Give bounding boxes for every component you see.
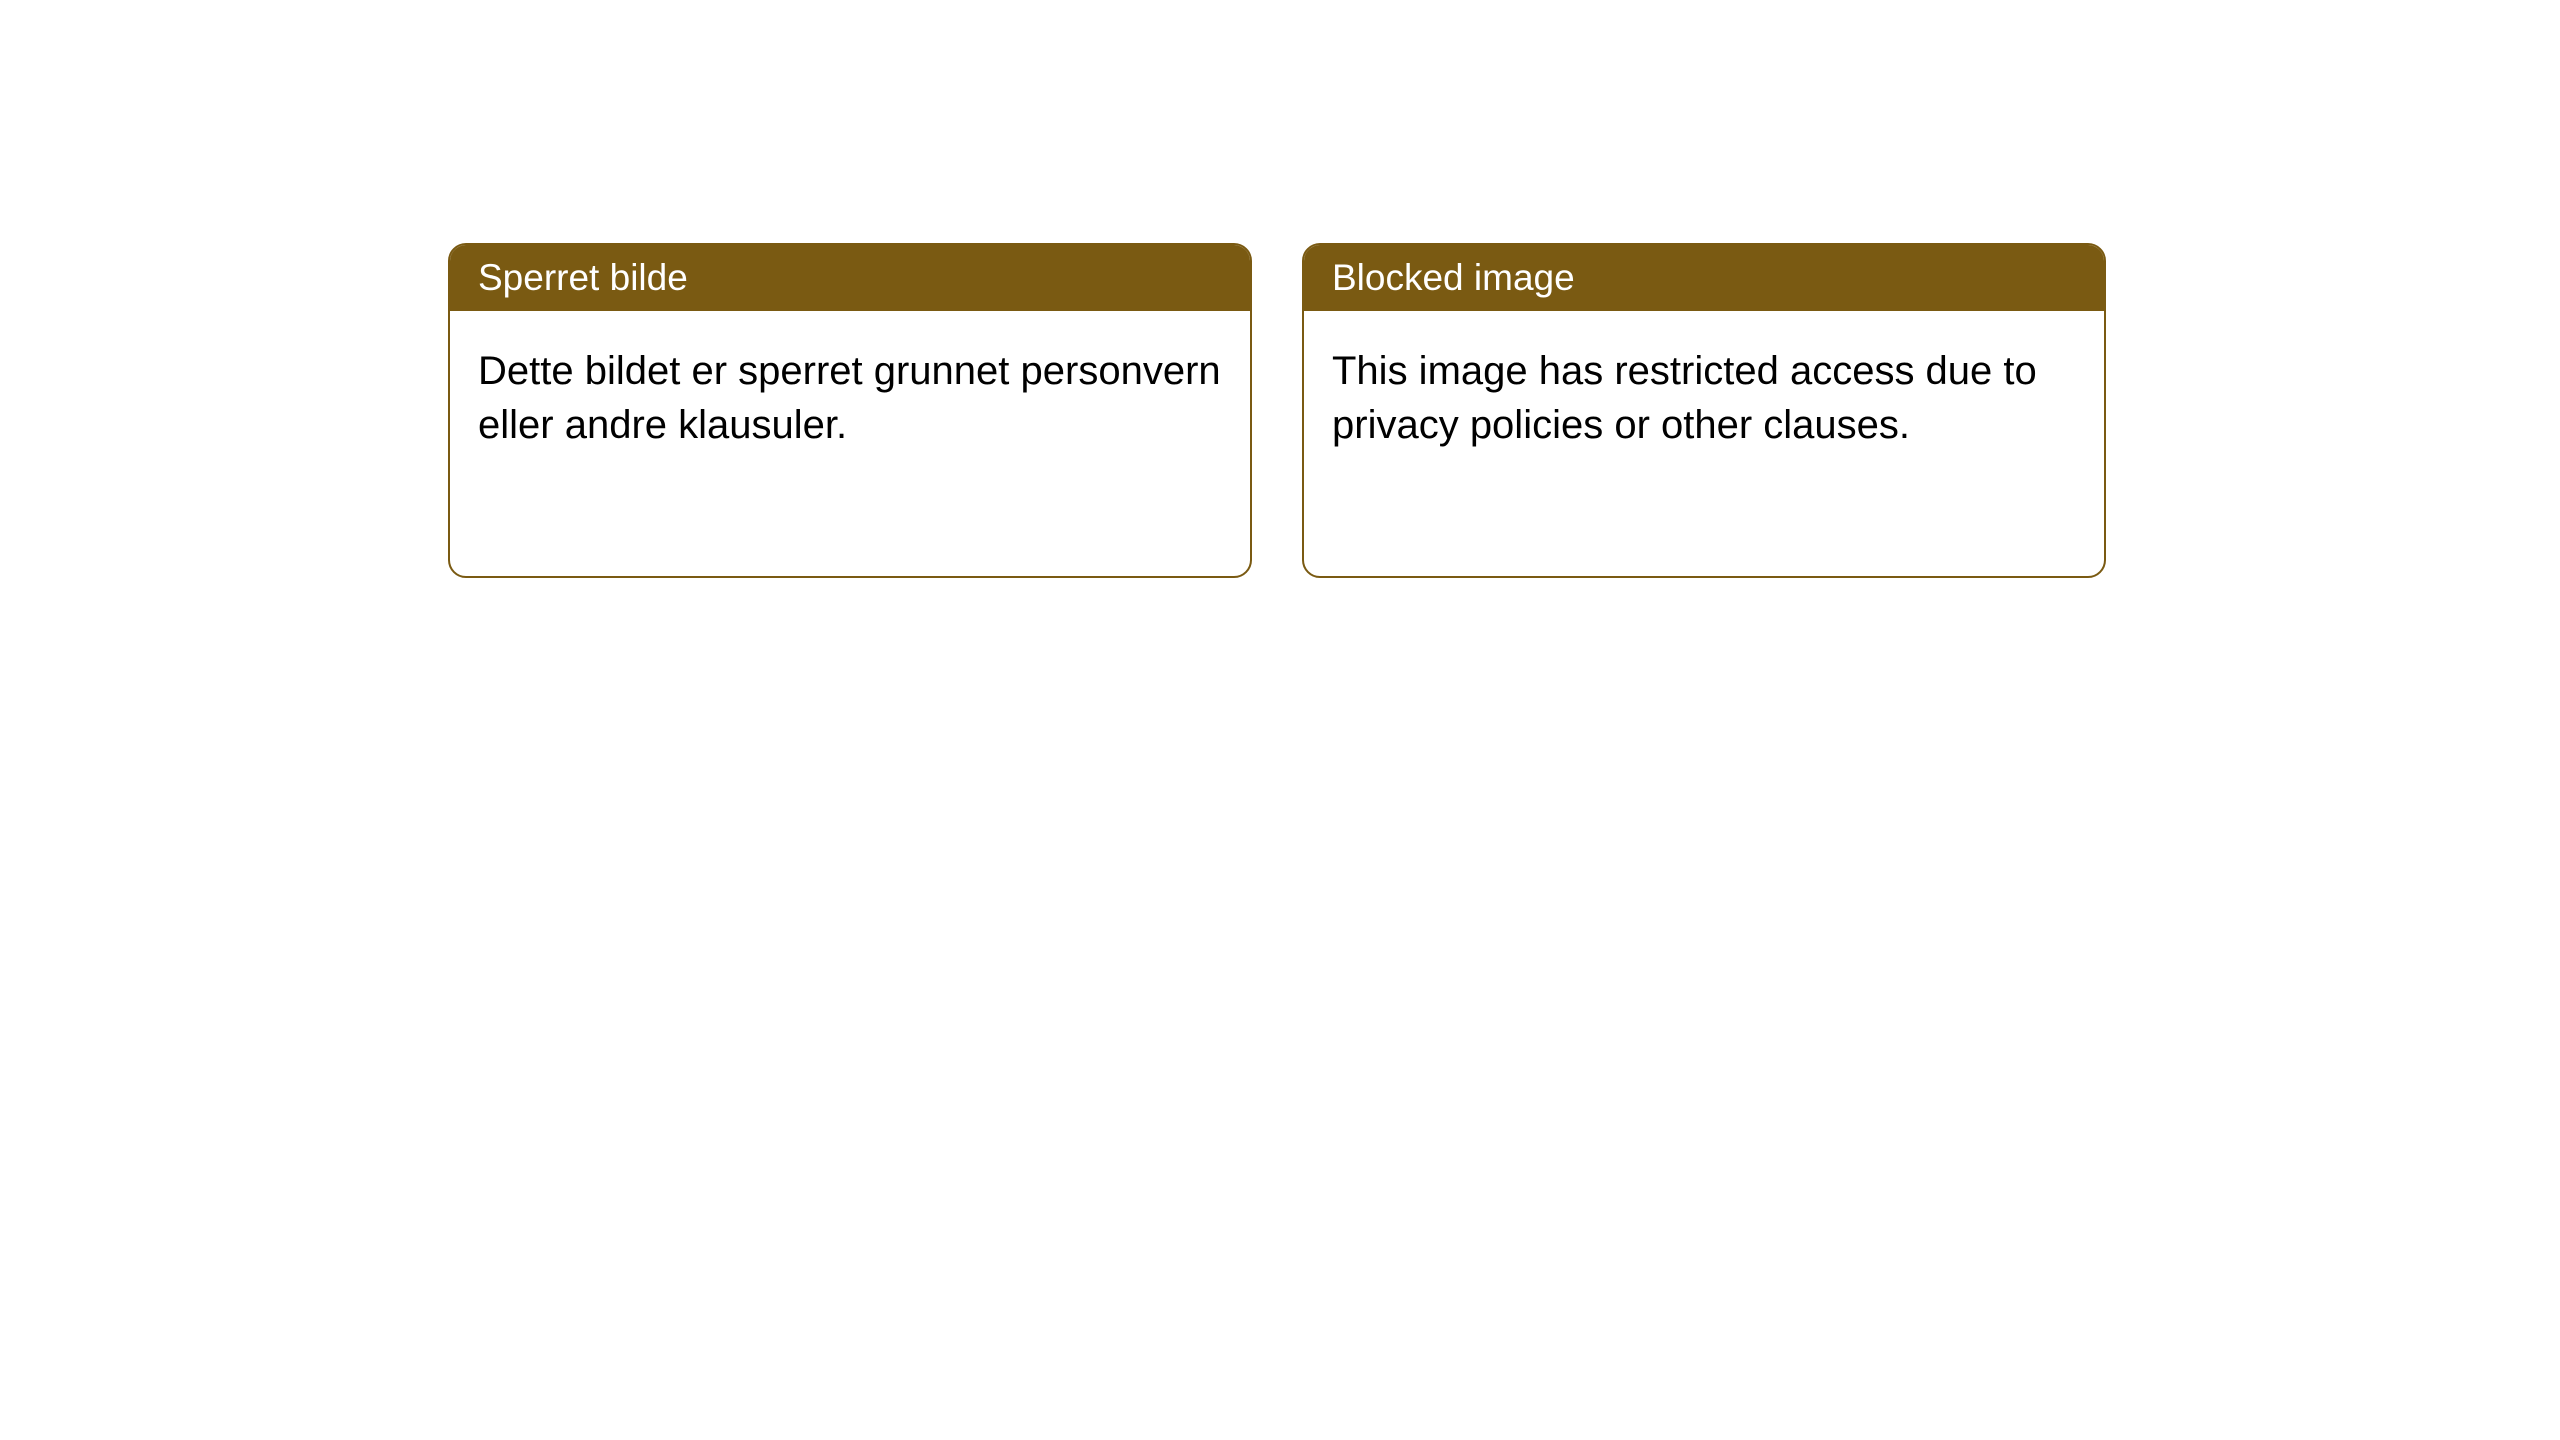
card-body: Dette bildet er sperret grunnet personve… [450, 311, 1250, 486]
card-body: This image has restricted access due to … [1304, 311, 2104, 486]
card-header: Sperret bilde [450, 245, 1250, 311]
card-body-text: Dette bildet er sperret grunnet personve… [478, 349, 1221, 447]
card-body-text: This image has restricted access due to … [1332, 349, 2037, 447]
card-header: Blocked image [1304, 245, 2104, 311]
card-title: Blocked image [1332, 257, 1575, 298]
notice-card-norwegian: Sperret bilde Dette bildet er sperret gr… [448, 243, 1252, 578]
card-title: Sperret bilde [478, 257, 688, 298]
notice-container: Sperret bilde Dette bildet er sperret gr… [448, 243, 2106, 578]
notice-card-english: Blocked image This image has restricted … [1302, 243, 2106, 578]
